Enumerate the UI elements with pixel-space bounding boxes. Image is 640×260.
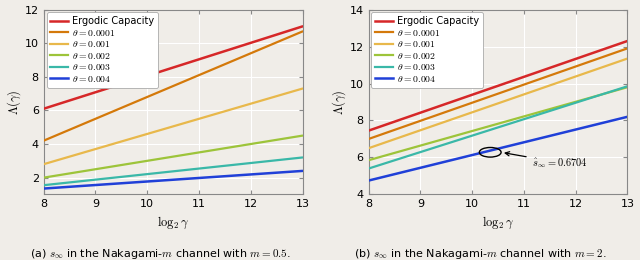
Legend: Ergodic Capacity, $\theta = 0.0001$, $\theta = 0.001$, $\theta = 0.002$, $\theta: Ergodic Capacity, $\theta = 0.0001$, $\t… [47, 12, 158, 88]
Text: $\hat{s}_\infty = 0.6704$: $\hat{s}_\infty = 0.6704$ [505, 152, 588, 170]
Text: (b) $s_\infty$ in the Nakagami-$m$ channel with $m = 2$.: (b) $s_\infty$ in the Nakagami-$m$ chann… [354, 248, 606, 260]
Legend: Ergodic Capacity, $\theta = 0.0001$, $\theta = 0.001$, $\theta = 0.002$, $\theta: Ergodic Capacity, $\theta = 0.0001$, $\t… [371, 12, 483, 88]
Y-axis label: $\Lambda(\gamma)$: $\Lambda(\gamma)$ [6, 89, 23, 115]
X-axis label: $\log_2 \gamma$: $\log_2 \gamma$ [157, 215, 189, 231]
Text: (a) $s_\infty$ in the Nakagami-$m$ channel with $m = 0.5$.: (a) $s_\infty$ in the Nakagami-$m$ chann… [29, 248, 291, 260]
Y-axis label: $\Lambda(\gamma)$: $\Lambda(\gamma)$ [330, 89, 348, 115]
X-axis label: $\log_2 \gamma$: $\log_2 \gamma$ [482, 215, 514, 231]
